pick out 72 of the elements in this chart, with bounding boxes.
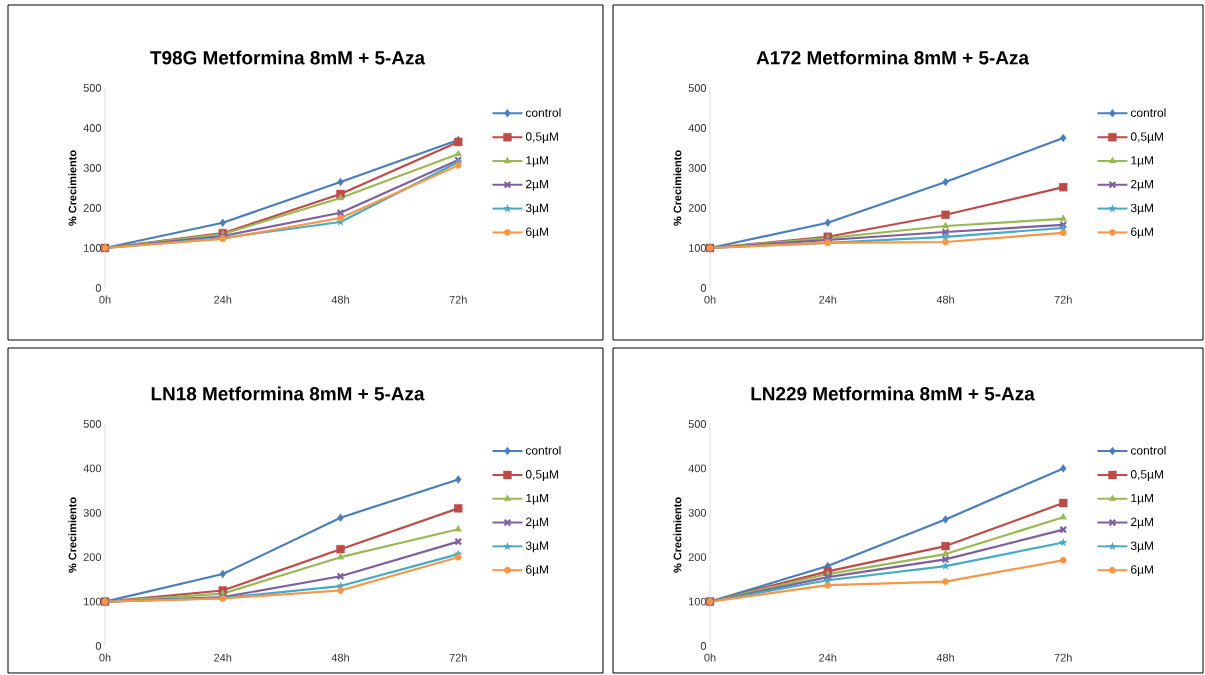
y-tick-label: 200	[83, 204, 102, 212]
x-tick-label: 72h	[449, 295, 467, 304]
x-tick-label: 72h	[1054, 653, 1072, 662]
legend-label: 6µM	[526, 227, 548, 239]
legend-label: 2µM	[526, 517, 548, 529]
legend-label: 1µM	[526, 493, 548, 505]
y-tick-label: 0	[95, 284, 102, 292]
y-tick-label: 100	[84, 244, 102, 252]
x-tick-label: 24h	[214, 295, 232, 304]
x-tick-label: 0h	[704, 295, 716, 304]
y-tick-label: 200	[688, 204, 707, 212]
y-tick-label: 500	[688, 84, 707, 92]
x-tick-label: 0h	[99, 653, 111, 662]
x-tick-label: 0h	[704, 653, 716, 662]
y-tick-label: 200	[688, 553, 707, 562]
x-tick-label: 24h	[819, 295, 837, 304]
y-tick-label: 300	[688, 508, 707, 517]
legend-label: control	[1130, 108, 1166, 117]
legend-label: 2µM	[526, 179, 548, 191]
y-axis-title: % Crecimiento	[68, 497, 77, 573]
legend-label: 1µM	[1131, 156, 1153, 167]
x-tick-label: 72h	[449, 653, 467, 662]
y-tick-label: 300	[688, 164, 707, 172]
y-axis-title: % Crecimiento	[673, 150, 682, 226]
chart-title: A172 Metformina 8mM + 5-Aza	[756, 50, 1030, 65]
legend-label: 3µM	[1130, 541, 1153, 553]
legend-label: 3µM	[525, 203, 548, 215]
x-tick-label: 48h	[331, 653, 349, 662]
x-tick-label: 72h	[1054, 295, 1072, 304]
x-tick-label: 24h	[819, 653, 837, 662]
legend-label: 3µM	[525, 541, 548, 553]
y-tick-label: 500	[83, 420, 102, 428]
y-tick-label: 500	[83, 84, 102, 92]
y-tick-label: 0	[700, 284, 707, 292]
y-tick-label: 100	[689, 244, 707, 252]
y-tick-label: 100	[84, 597, 102, 606]
legend-label: 6µM	[1131, 565, 1153, 577]
chart-title: T98G Metformina 8mM + 5-Aza	[150, 50, 426, 65]
legend-label: 3µM	[1130, 203, 1153, 215]
legend-label: 2µM	[1131, 179, 1153, 191]
legend-label: 1µM	[1131, 493, 1153, 505]
y-tick-label: 0	[700, 642, 707, 650]
legend-label: 1µM	[526, 156, 548, 167]
legend-label: 0,5µM	[1130, 132, 1163, 144]
x-tick-label: 0h	[99, 295, 111, 304]
y-tick-label: 200	[83, 553, 102, 562]
x-tick-label: 48h	[331, 295, 349, 304]
legend-label: 0,5µM	[1130, 470, 1163, 481]
y-tick-label: 0	[95, 642, 102, 650]
y-tick-label: 300	[83, 508, 102, 517]
legend-label: 0,5µM	[525, 132, 558, 144]
y-tick-label: 400	[688, 464, 707, 473]
chart-title: LN18 Metformina 8mM + 5-Aza	[151, 386, 425, 401]
y-tick-label: 400	[688, 124, 707, 132]
x-tick-label: 24h	[214, 653, 232, 662]
legend-label: 6µM	[1131, 227, 1153, 239]
legend-label: control	[1130, 445, 1166, 455]
x-tick-label: 48h	[936, 653, 954, 662]
y-tick-label: 400	[83, 464, 102, 473]
chart-title: LN229 Metformina 8mM + 5-Aza	[751, 386, 1035, 401]
y-tick-label: 400	[83, 124, 102, 132]
legend-label: control	[525, 108, 561, 117]
y-axis-title: % Crecimiento	[68, 150, 77, 226]
y-axis-title: % Crecimiento	[673, 497, 682, 573]
legend-label: 6µM	[526, 565, 548, 577]
y-tick-label: 100	[689, 597, 707, 606]
legend-label: 0,5µM	[525, 470, 558, 481]
legend-label: control	[525, 445, 561, 455]
x-tick-label: 48h	[936, 295, 954, 304]
legend-label: 2µM	[1131, 517, 1153, 529]
y-tick-label: 500	[688, 420, 707, 428]
y-tick-label: 300	[83, 164, 102, 172]
